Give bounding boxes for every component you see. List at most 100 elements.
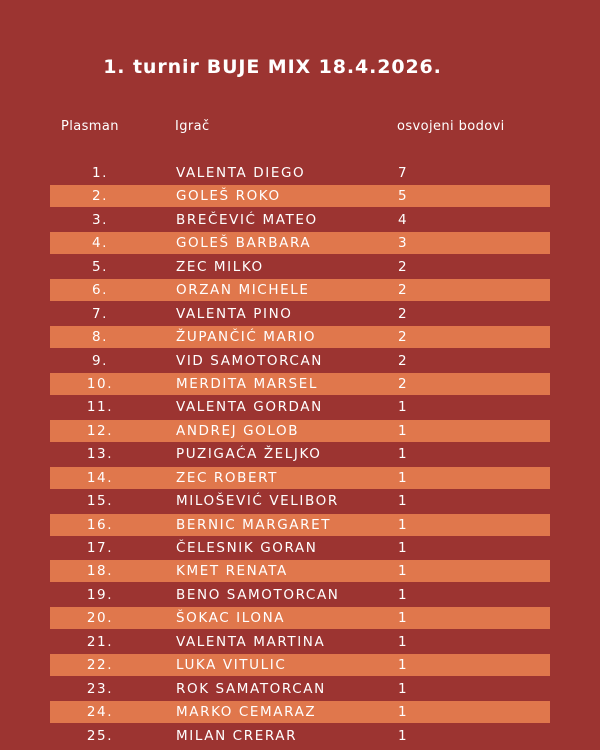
table-row: 18. KMET RENATA 1	[50, 560, 550, 583]
player-cell: VALENTA PINO	[176, 305, 293, 322]
points-cell: 1	[398, 563, 409, 580]
points-cell: 2	[398, 258, 409, 275]
rank-cell: 10.	[86, 375, 114, 392]
rank-cell: 20.	[86, 610, 114, 627]
player-cell: VALENTA MARTINA	[176, 633, 326, 650]
player-cell: PUZIGAĆA ŽELJKO	[176, 446, 322, 463]
rank-cell: 9.	[91, 352, 109, 369]
rank-cell: 19.	[86, 586, 114, 603]
table-row: 16. BERNIC MARGARET 1	[50, 513, 550, 536]
title-prefix: 1. turnir	[103, 56, 200, 78]
player-cell: LUKA VITULIC	[176, 657, 287, 674]
points-cell: 2	[398, 375, 409, 392]
rank-cell: 8.	[91, 329, 109, 346]
points-cell: 1	[398, 610, 409, 627]
points-cell: 1	[398, 469, 409, 486]
title-text: BUJE MIX 18.4.2026.	[206, 56, 442, 78]
points-cell: 1	[398, 446, 409, 463]
table-row: 12. ANDREJ GOLOB 1	[50, 419, 550, 442]
player-cell: MARKO CEMARAZ	[176, 704, 317, 721]
table-row: 7. VALENTA PINO 2	[50, 303, 550, 325]
table-row: 17. ČELESNIK GORAN 1	[50, 537, 550, 559]
points-cell: 7	[398, 165, 409, 181]
rank-cell: 17.	[86, 540, 114, 556]
points-cell: 1	[398, 704, 409, 721]
points-cell: 3	[398, 235, 409, 252]
player-cell: ŠOKAC ILONA	[176, 610, 286, 627]
rank-cell: 2.	[91, 188, 109, 205]
player-cell: VALENTA DIEGO	[176, 165, 306, 181]
rank-cell: 22.	[86, 657, 114, 674]
table-row: 5. ZEC MILKO 2	[50, 256, 550, 278]
header-player: Igrač	[175, 119, 210, 134]
table-row: 14. ZEC ROBERT 1	[50, 466, 550, 489]
player-cell: BENO SAMOTORCAN	[176, 586, 340, 603]
rank-cell: 24.	[86, 704, 114, 721]
table-row: 22. LUKA VITULIC 1	[50, 654, 550, 677]
rank-cell: 25.	[86, 727, 114, 744]
points-cell: 1	[398, 399, 409, 416]
points-cell: 4	[398, 211, 409, 228]
player-cell: ZEC MILKO	[176, 258, 264, 275]
points-cell: 1	[398, 727, 409, 744]
player-cell: VALENTA GORDAN	[176, 399, 323, 416]
player-cell: GOLEŠ ROKO	[176, 188, 281, 205]
rank-cell: 11.	[86, 399, 114, 416]
player-cell: ORZAN MICHELE	[176, 282, 310, 299]
rank-cell: 14.	[86, 469, 114, 486]
rank-cell: 1.	[91, 165, 109, 181]
table-row: 21. VALENTA MARTINA 1	[50, 631, 550, 653]
points-cell: 2	[398, 305, 409, 322]
standings-table: 1. VALENTA DIEGO 7 2. GOLEŠ ROKO 5 3. BREČEVIĆ …	[50, 162, 550, 748]
rank-cell: 21.	[86, 633, 114, 650]
table-row: 24. MARKO CEMARAZ 1	[50, 701, 550, 724]
table-row: 9. VID SAMOTORCAN 2	[50, 350, 550, 372]
points-cell: 1	[398, 422, 409, 439]
player-cell: VID SAMOTORCAN	[176, 352, 323, 369]
table-row: 6. ORZAN MICHELE 2	[50, 279, 550, 302]
table-row: 13. PUZIGAĆA ŽELJKO 1	[50, 443, 550, 465]
table-row: 25. MILAN CRERAR 1	[50, 725, 550, 747]
player-cell: BREČEVIĆ MATEO	[176, 211, 318, 228]
table-row: 8. ŽUPANČIĆ MARIO 2	[50, 326, 550, 349]
table-row: 19. BENO SAMOTORCAN 1	[50, 584, 550, 606]
player-cell: ŽUPANČIĆ MARIO	[176, 329, 317, 346]
player-cell: KMET RENATA	[176, 563, 288, 580]
rank-cell: 3.	[91, 211, 109, 228]
player-cell: MILOŠEVIĆ VELIBOR	[176, 493, 339, 510]
points-cell: 1	[398, 540, 409, 556]
table-row: 23. ROK SAMATORCAN 1	[50, 678, 550, 700]
rank-cell: 4.	[91, 235, 109, 252]
rank-cell: 23.	[86, 680, 114, 697]
player-cell: GOLEŠ BARBARA	[176, 235, 312, 252]
rank-cell: 7.	[91, 305, 109, 322]
rank-cell: 16.	[86, 516, 114, 533]
player-cell: MERDITA MARSEL	[176, 375, 318, 392]
points-cell: 5	[398, 188, 409, 205]
player-cell: ZEC ROBERT	[176, 469, 278, 486]
table-row: 11. VALENTA GORDAN 1	[50, 396, 550, 418]
header-points: osvojeni bodovi	[397, 119, 505, 134]
points-cell: 2	[398, 329, 409, 346]
points-cell: 1	[398, 516, 409, 533]
points-cell: 2	[398, 282, 409, 299]
table-row: 10. MERDITA MARSEL 2	[50, 372, 550, 395]
table-row: 3. BREČEVIĆ MATEO 4	[50, 209, 550, 231]
player-cell: ROK SAMATORCAN	[176, 680, 326, 697]
player-cell: ANDREJ GOLOB	[176, 422, 300, 439]
rank-cell: 5.	[91, 258, 109, 275]
points-cell: 1	[398, 493, 409, 510]
table-row: 4. GOLEŠ BARBARA 3	[50, 232, 550, 255]
table-row: 20. ŠOKAC ILONA 1	[50, 607, 550, 630]
player-cell: ČELESNIK GORAN	[176, 540, 318, 556]
table-row: 2. GOLEŠ ROKO 5	[50, 185, 550, 208]
table-row: 15. MILOŠEVIĆ VELIBOR 1	[50, 490, 550, 512]
rank-cell: 13.	[86, 446, 114, 463]
points-cell: 1	[398, 586, 409, 603]
rank-cell: 12.	[86, 422, 114, 439]
points-cell: 1	[398, 657, 409, 674]
player-cell: MILAN CRERAR	[176, 727, 298, 744]
points-cell: 1	[398, 680, 409, 697]
page-title: 1. turnir BUJE MIX 18.4.2026.	[0, 56, 545, 78]
table-row: 1. VALENTA DIEGO 7	[50, 162, 550, 184]
